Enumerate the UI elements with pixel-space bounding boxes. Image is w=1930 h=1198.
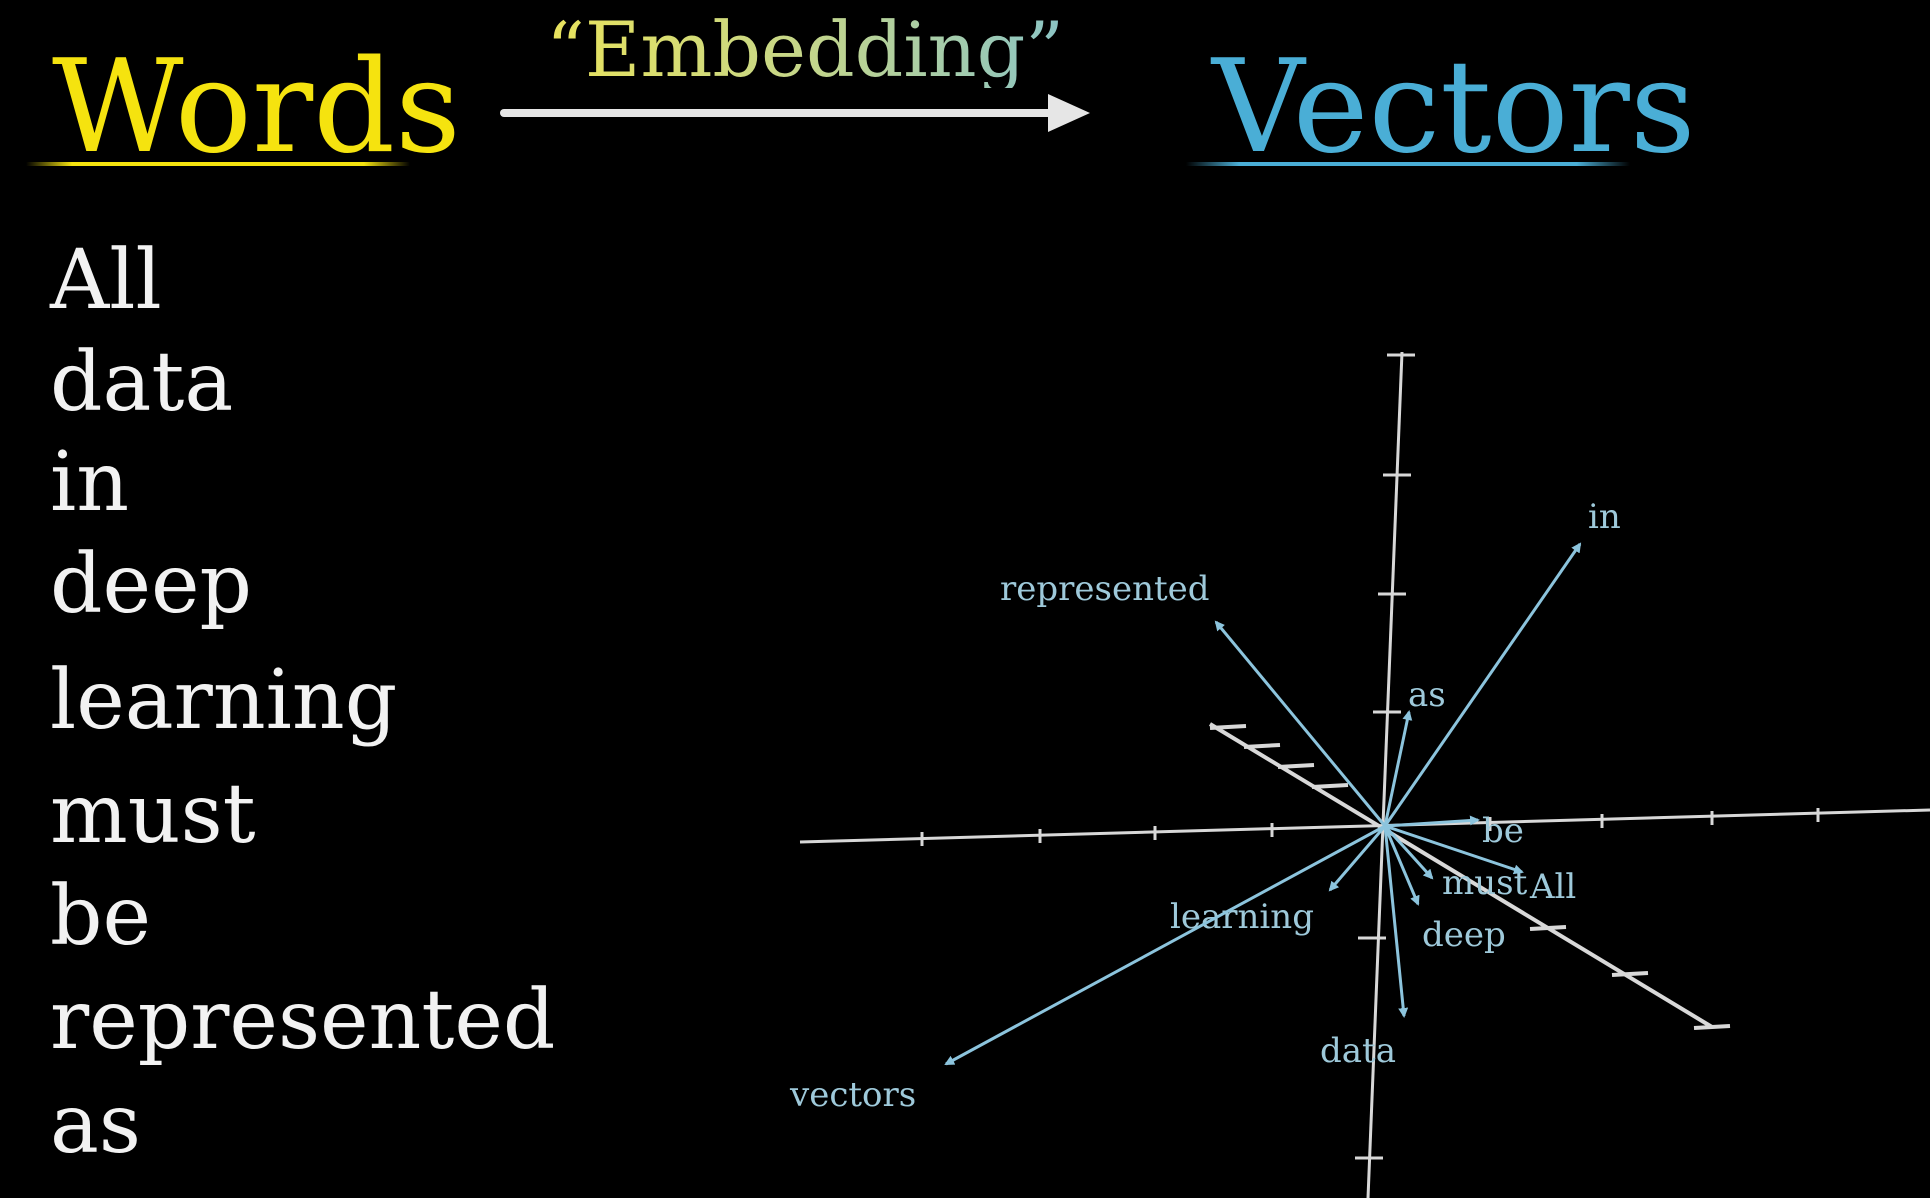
vectors-title: Vectors (1212, 33, 1696, 182)
z-axis-tick (1243, 743, 1281, 749)
vector-arrow-deep (1383, 825, 1420, 906)
vector-arrow-learning (1328, 825, 1387, 892)
word-item: All (50, 233, 162, 328)
word-item: must (50, 767, 256, 862)
vector-label-all: All (1529, 867, 1576, 907)
words-underline (26, 162, 410, 166)
vector-arrow-data (1383, 825, 1409, 1018)
vector-arrow-represented (1214, 620, 1387, 827)
vector-arrow-be (1384, 815, 1480, 828)
x-axis (799, 808, 1930, 844)
words-title: Words (52, 33, 461, 182)
vector-label-as: as (1408, 675, 1446, 715)
z-axis-tick (1693, 1024, 1731, 1030)
vector-label-vectors: vectors (789, 1075, 916, 1115)
z-axis-tick (1611, 971, 1649, 977)
word-item: learning (50, 653, 398, 748)
word-item: be (50, 869, 152, 964)
vector-arrow-all (1384, 824, 1524, 875)
word-item: as (50, 1077, 141, 1172)
vector-arrow-as (1383, 710, 1413, 827)
vectors-underline (1186, 162, 1630, 166)
vector-label-be: be (1482, 811, 1524, 851)
vector-arrow-must (1383, 824, 1434, 880)
axes (799, 351, 1930, 1198)
z-axis-tick (1209, 724, 1247, 730)
vector-label-in: in (1588, 497, 1621, 537)
y-axis (1366, 351, 1404, 1198)
vector-label-represented: represented (1000, 569, 1210, 609)
vector-label-data: data (1320, 1031, 1396, 1071)
z-axis-tick (1277, 763, 1315, 769)
vector-label-deep: deep (1422, 915, 1506, 955)
z-axis (1208, 722, 1714, 1029)
z-axis-tick (1529, 925, 1567, 931)
vector-arrow-vectors (944, 824, 1386, 1066)
word-item: data (50, 335, 234, 430)
word-item: represented (50, 973, 556, 1068)
word-item: deep (50, 537, 253, 632)
embedding-label: “Embedding” (546, 5, 1065, 94)
z-axis-tick (1311, 783, 1349, 789)
embedding-arrow (500, 94, 1090, 132)
vector-arrow-in (1383, 542, 1582, 827)
word-item: in (50, 435, 130, 530)
